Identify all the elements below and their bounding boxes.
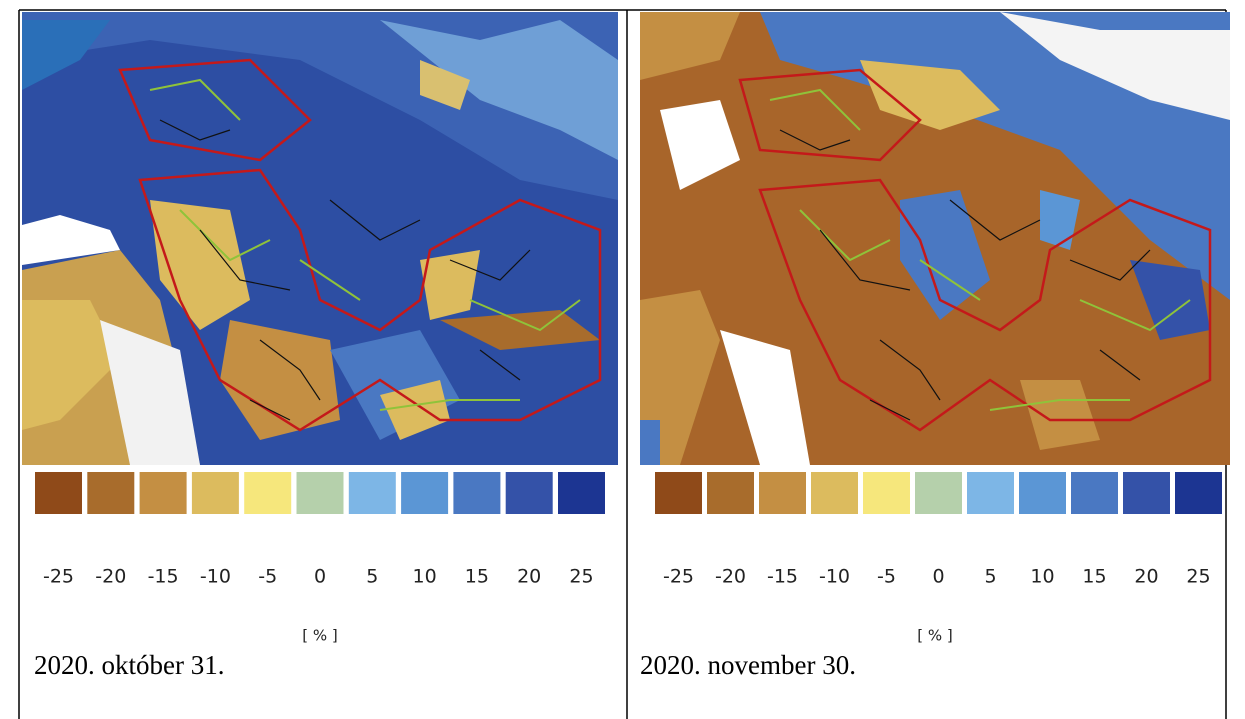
legend-label: 25 xyxy=(1186,566,1210,588)
legend-swatch xyxy=(655,472,702,514)
map-left xyxy=(22,12,618,465)
legend-label: 5 xyxy=(984,566,996,588)
legend-label: -10 xyxy=(819,566,850,588)
page: -25 -20 -15 -10 -5 0 5 10 15 20 25 [ % ] 2020. októb… xyxy=(0,0,1245,719)
legend-label: 25 xyxy=(569,566,593,588)
legend-swatch xyxy=(453,472,500,514)
legend-label: -25 xyxy=(43,566,74,588)
legend-swatch xyxy=(506,472,553,514)
legend-swatch xyxy=(35,472,82,514)
legend-swatch xyxy=(297,472,344,514)
legend-label: 0 xyxy=(314,566,326,588)
caption: 2020. október 31. xyxy=(34,650,224,680)
legend-label: 10 xyxy=(413,566,437,588)
legend-swatch xyxy=(1071,472,1118,514)
legend-swatch xyxy=(759,472,806,514)
legend-swatch xyxy=(915,472,962,514)
unit-label: [ % ] xyxy=(302,627,338,645)
legend-label: -15 xyxy=(148,566,179,588)
legend-swatch xyxy=(1175,472,1222,514)
legend-swatch xyxy=(192,472,239,514)
legend-label: -15 xyxy=(767,566,798,588)
legend-label: 10 xyxy=(1030,566,1054,588)
legend-label: -5 xyxy=(877,566,896,588)
unit-label: [ % ] xyxy=(917,627,953,645)
legend-swatch xyxy=(349,472,396,514)
legend-label: 20 xyxy=(1134,566,1158,588)
legend-swatch xyxy=(863,472,910,514)
legend-label: -5 xyxy=(258,566,277,588)
legend-swatch xyxy=(401,472,448,514)
legend-swatch xyxy=(811,472,858,514)
legend-swatch xyxy=(967,472,1014,514)
legend-swatch xyxy=(1123,472,1170,514)
legend-label: 20 xyxy=(517,566,541,588)
legend-label: -10 xyxy=(200,566,231,588)
map-right xyxy=(640,12,1230,465)
caption: 2020. november 30. xyxy=(640,650,856,680)
legend-swatch xyxy=(87,472,134,514)
legend-label: -20 xyxy=(95,566,126,588)
legend-swatch xyxy=(1019,472,1066,514)
legend-label: 0 xyxy=(932,566,944,588)
legend-swatch xyxy=(140,472,187,514)
legend-label: 15 xyxy=(1082,566,1106,588)
legend-label: 5 xyxy=(366,566,378,588)
legend-label: 15 xyxy=(465,566,489,588)
legend-swatch xyxy=(707,472,754,514)
legend-swatch xyxy=(244,472,291,514)
legend-swatch xyxy=(558,472,605,514)
legend-label: -20 xyxy=(715,566,746,588)
legend-label: -25 xyxy=(663,566,694,588)
